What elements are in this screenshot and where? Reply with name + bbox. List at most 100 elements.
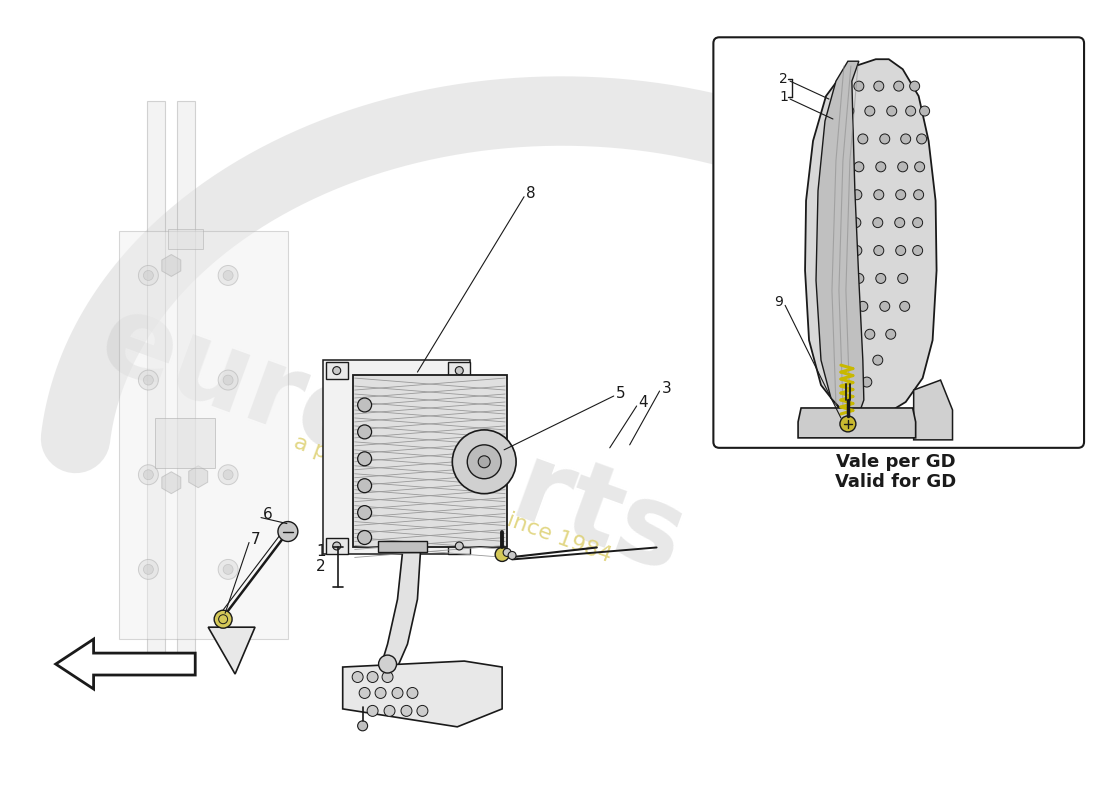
Circle shape [913, 246, 923, 255]
Circle shape [854, 274, 864, 283]
Circle shape [219, 614, 228, 624]
Circle shape [886, 330, 895, 339]
Polygon shape [189, 466, 208, 488]
Text: 7: 7 [251, 532, 261, 547]
Circle shape [880, 134, 890, 144]
Circle shape [358, 425, 372, 439]
Circle shape [913, 218, 923, 228]
Circle shape [384, 706, 395, 716]
Circle shape [851, 190, 861, 200]
Circle shape [851, 246, 861, 255]
Circle shape [872, 355, 883, 365]
Text: europarts: europarts [86, 285, 700, 595]
Circle shape [143, 375, 153, 385]
Polygon shape [162, 472, 180, 494]
Polygon shape [449, 538, 470, 554]
Circle shape [358, 506, 372, 519]
Circle shape [905, 106, 915, 116]
Circle shape [873, 246, 883, 255]
Polygon shape [168, 229, 204, 249]
Circle shape [861, 377, 872, 387]
Circle shape [858, 302, 868, 311]
Polygon shape [162, 254, 180, 277]
Circle shape [375, 687, 386, 698]
Circle shape [139, 559, 158, 579]
Circle shape [378, 655, 396, 673]
Circle shape [916, 134, 926, 144]
Text: 3: 3 [661, 381, 671, 395]
Polygon shape [322, 360, 470, 554]
Circle shape [358, 721, 367, 731]
Polygon shape [805, 59, 936, 418]
Circle shape [139, 370, 158, 390]
Circle shape [143, 270, 153, 281]
Text: 4: 4 [639, 395, 648, 410]
Circle shape [898, 162, 907, 172]
Circle shape [887, 106, 896, 116]
Circle shape [392, 687, 403, 698]
Text: 9: 9 [774, 295, 783, 310]
Polygon shape [816, 62, 864, 414]
Text: 8: 8 [526, 186, 536, 202]
Circle shape [358, 398, 372, 412]
Polygon shape [377, 542, 428, 553]
Circle shape [829, 218, 839, 228]
Circle shape [367, 706, 378, 716]
Text: 5: 5 [616, 386, 626, 401]
Circle shape [452, 430, 516, 494]
Circle shape [278, 522, 298, 542]
Text: 1: 1 [316, 544, 326, 559]
Polygon shape [326, 362, 348, 379]
Circle shape [910, 81, 920, 91]
Text: Vale per GD: Vale per GD [836, 453, 956, 470]
Circle shape [872, 218, 883, 228]
Text: 2: 2 [780, 72, 788, 86]
Polygon shape [449, 362, 470, 379]
Circle shape [214, 610, 232, 628]
Circle shape [218, 465, 238, 485]
Circle shape [367, 671, 378, 682]
Circle shape [402, 706, 412, 716]
Circle shape [143, 565, 153, 574]
Polygon shape [353, 375, 507, 547]
Circle shape [914, 190, 924, 200]
Circle shape [854, 81, 864, 91]
Polygon shape [381, 553, 420, 667]
Circle shape [840, 416, 856, 432]
Text: 1: 1 [779, 90, 788, 104]
Polygon shape [147, 101, 165, 659]
Circle shape [865, 330, 874, 339]
Circle shape [478, 456, 491, 468]
Text: Valid for GD: Valid for GD [835, 473, 956, 490]
Circle shape [895, 246, 905, 255]
FancyBboxPatch shape [714, 38, 1085, 448]
Circle shape [836, 134, 846, 144]
Circle shape [218, 266, 238, 286]
Circle shape [223, 270, 233, 281]
Text: 2: 2 [316, 559, 326, 574]
Text: 6: 6 [263, 507, 273, 522]
Polygon shape [177, 101, 195, 659]
Circle shape [830, 190, 840, 200]
Circle shape [139, 266, 158, 286]
Circle shape [900, 302, 910, 311]
Circle shape [844, 106, 854, 116]
Circle shape [858, 134, 868, 144]
Circle shape [223, 470, 233, 480]
Circle shape [495, 547, 509, 562]
Circle shape [876, 274, 886, 283]
Circle shape [865, 106, 874, 116]
Polygon shape [799, 408, 915, 438]
Circle shape [417, 706, 428, 716]
Polygon shape [208, 627, 255, 674]
Circle shape [455, 366, 463, 374]
Circle shape [854, 162, 864, 172]
Circle shape [901, 134, 911, 144]
Circle shape [508, 551, 516, 559]
Text: a passion for parts since 1984: a passion for parts since 1984 [290, 433, 614, 566]
Circle shape [920, 106, 929, 116]
Circle shape [139, 465, 158, 485]
Polygon shape [914, 380, 953, 440]
Circle shape [359, 687, 370, 698]
Circle shape [843, 330, 852, 339]
